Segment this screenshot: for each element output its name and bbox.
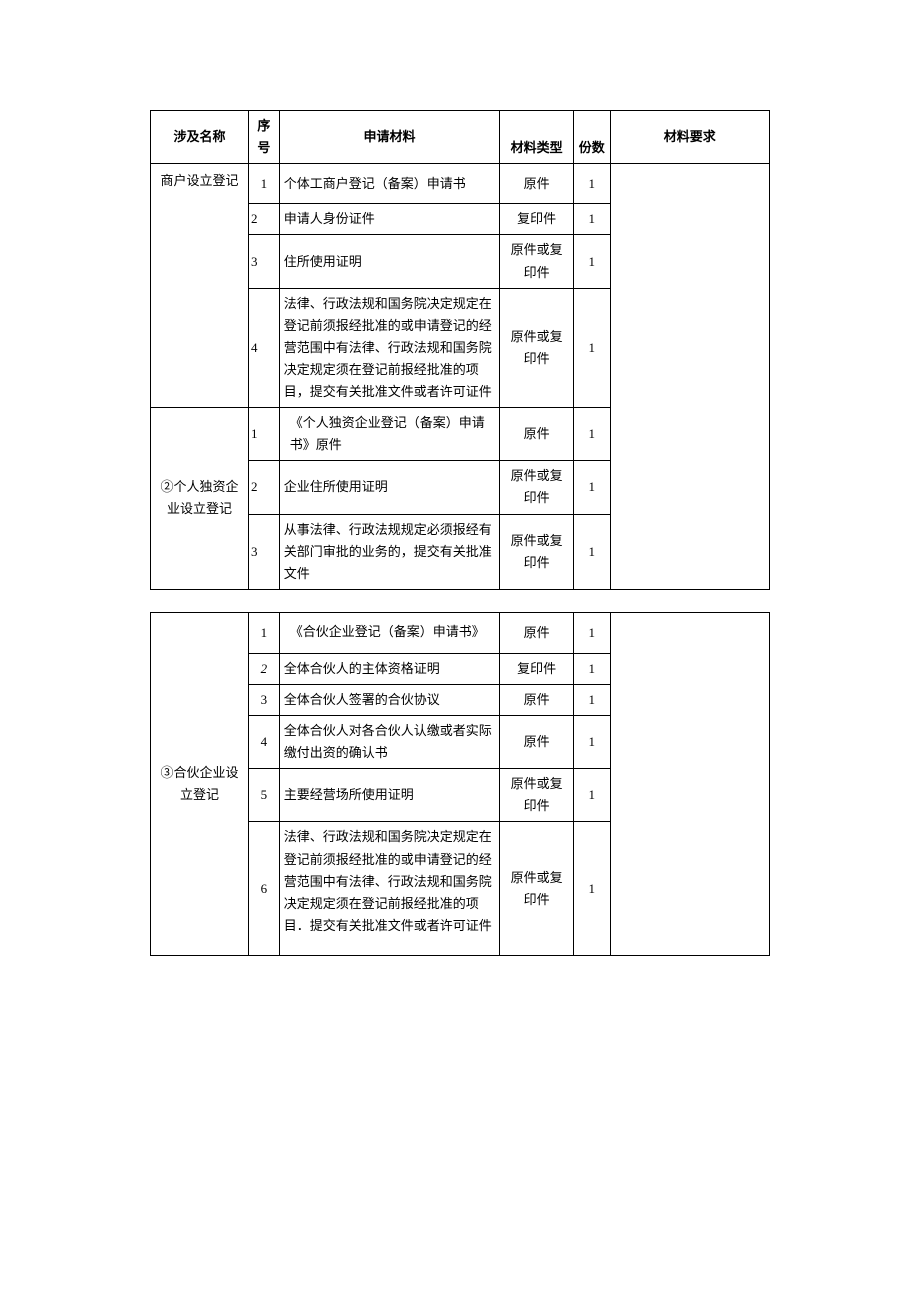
type-cell: 原件	[500, 716, 574, 769]
material-cell: 全体合伙人签署的合伙协议	[279, 684, 500, 715]
material-cell: 个体工商户登记（备案）申请书	[279, 164, 500, 204]
header-count: 份数	[573, 111, 610, 164]
type-cell: 原件	[500, 612, 574, 653]
material-cell: 申请人身份证件	[279, 204, 500, 235]
materials-table-2: ③合伙企业设立登记 1 《合伙企业登记（备案）申请书》 原件 1 2 全体合伙人…	[150, 612, 770, 956]
seq-cell: 5	[249, 769, 280, 822]
type-cell: 原件	[500, 684, 574, 715]
seq-cell: 1	[249, 612, 280, 653]
materials-table-1: 涉及名称 序号 申请材料 材料类型 份数 材料要求 商户设立登记 1 个体工商户…	[150, 110, 770, 590]
material-cell: 从事法律、行政法规规定必须报经有关部门审批的业务的，提交有关批准文件	[279, 514, 500, 589]
type-cell: 原件	[500, 164, 574, 204]
seq-cell: 4	[249, 288, 280, 407]
header-seq: 序号	[249, 111, 280, 164]
header-material: 申请材料	[279, 111, 500, 164]
count-cell: 1	[573, 461, 610, 514]
seq-cell: 3	[249, 514, 280, 589]
material-cell: 《个人独资企业登记（备案）申请书》原件	[279, 408, 500, 461]
table-header-row: 涉及名称 序号 申请材料 材料类型 份数 材料要求	[151, 111, 770, 164]
seq-cell: 4	[249, 716, 280, 769]
count-cell: 1	[573, 716, 610, 769]
count-cell: 1	[573, 684, 610, 715]
material-cell: 全体合伙人对各合伙人认缴或者实际缴付出资的确认书	[279, 716, 500, 769]
seq-cell: 3	[249, 684, 280, 715]
header-req: 材料要求	[610, 111, 769, 164]
document-page: 涉及名称 序号 申请材料 材料类型 份数 材料要求 商户设立登记 1 个体工商户…	[0, 0, 920, 1156]
type-cell: 原件或复印件	[500, 769, 574, 822]
group-name-cell: ②个人独资企业设立登记	[151, 408, 249, 590]
table-row: 商户设立登记 1 个体工商户登记（备案）申请书 原件 1	[151, 164, 770, 204]
type-cell: 复印件	[500, 204, 574, 235]
header-name: 涉及名称	[151, 111, 249, 164]
table-row: ③合伙企业设立登记 1 《合伙企业登记（备案）申请书》 原件 1	[151, 612, 770, 653]
seq-cell: 2	[249, 461, 280, 514]
material-cell: 住所使用证明	[279, 235, 500, 288]
count-cell: 1	[573, 164, 610, 204]
seq-cell: 2	[249, 204, 280, 235]
type-cell: 复印件	[500, 653, 574, 684]
group-name-cell: ③合伙企业设立登记	[151, 612, 249, 955]
count-cell: 1	[573, 769, 610, 822]
seq-cell: 2	[249, 653, 280, 684]
material-cell: 企业住所使用证明	[279, 461, 500, 514]
count-cell: 1	[573, 653, 610, 684]
count-cell: 1	[573, 288, 610, 407]
seq-cell: 1	[249, 164, 280, 204]
type-cell: 原件	[500, 408, 574, 461]
count-cell: 1	[573, 235, 610, 288]
count-cell: 1	[573, 822, 610, 955]
material-cell: 全体合伙人的主体资格证明	[279, 653, 500, 684]
material-cell: 法律、行政法规和国务院决定规定在登记前须报经批准的或申请登记的经营范围中有法律、…	[279, 288, 500, 407]
seq-cell: 1	[249, 408, 280, 461]
type-cell: 原件或复印件	[500, 288, 574, 407]
count-cell: 1	[573, 514, 610, 589]
type-cell: 原件或复印件	[500, 235, 574, 288]
count-cell: 1	[573, 408, 610, 461]
req-cell	[610, 164, 769, 590]
type-cell: 原件或复印件	[500, 514, 574, 589]
material-cell: 《合伙企业登记（备案）申请书》	[279, 612, 500, 653]
group-name-cell: 商户设立登记	[151, 164, 249, 408]
material-cell: 主要经营场所使用证明	[279, 769, 500, 822]
count-cell: 1	[573, 204, 610, 235]
type-cell: 原件或复印件	[500, 461, 574, 514]
material-cell: 法律、行政法规和国务院决定规定在登记前须报经批准的或申请登记的经营范围中有法律、…	[279, 822, 500, 955]
seq-cell: 6	[249, 822, 280, 955]
req-cell	[610, 612, 769, 955]
seq-cell: 3	[249, 235, 280, 288]
count-cell: 1	[573, 612, 610, 653]
type-cell: 原件或复印件	[500, 822, 574, 955]
header-type: 材料类型	[500, 111, 574, 164]
